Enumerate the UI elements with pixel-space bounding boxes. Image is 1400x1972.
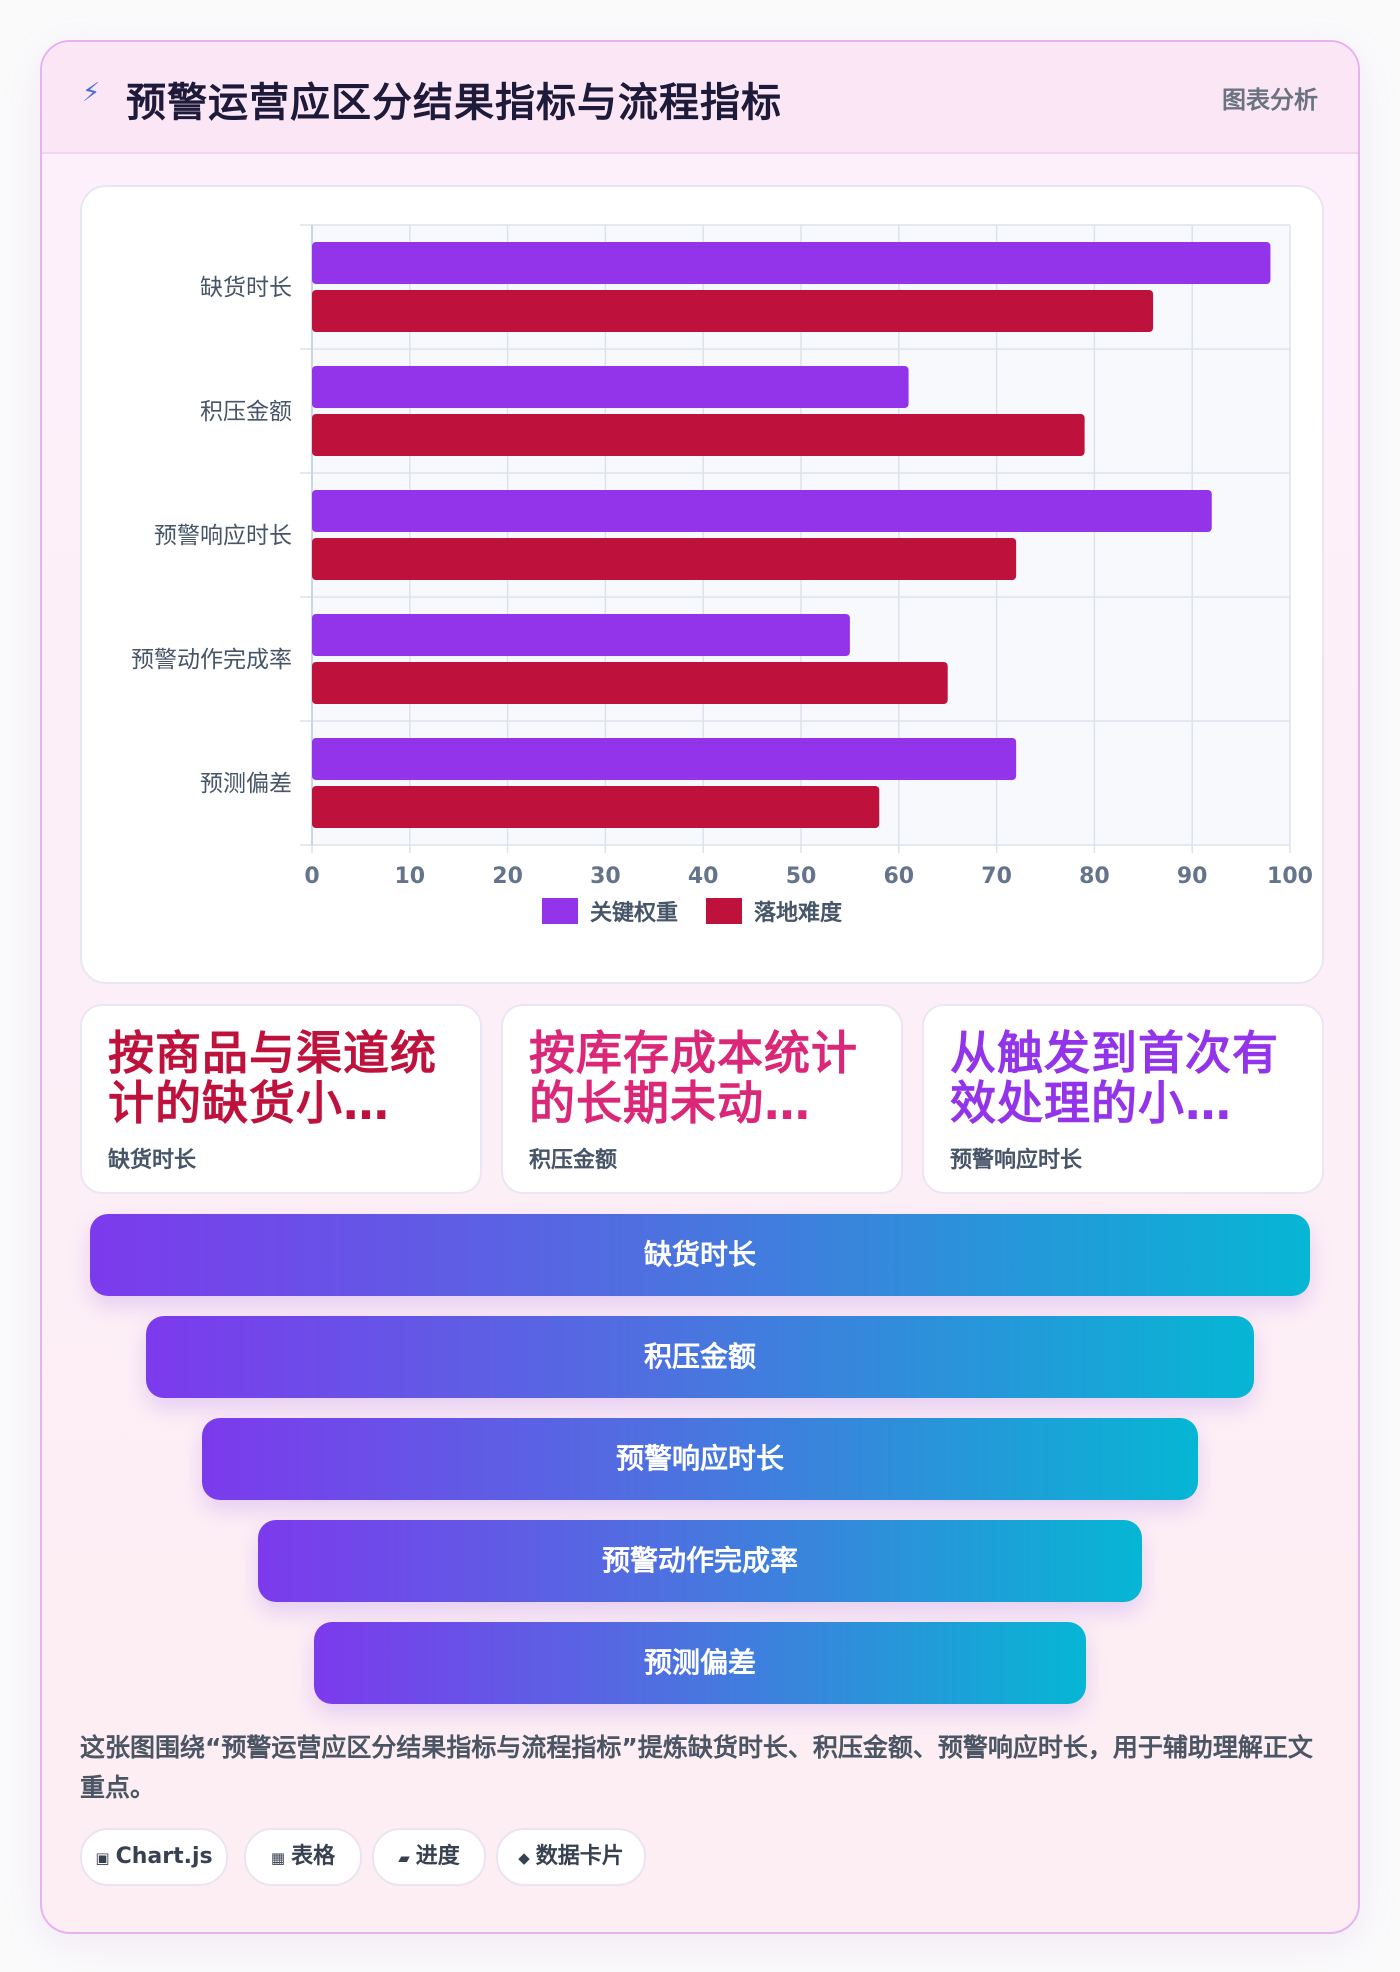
x-tick-label: 50 — [786, 864, 817, 889]
funnel-step: 预警动作完成率 — [258, 1520, 1142, 1602]
bar — [312, 366, 909, 408]
chip-chartjs[interactable]: ▣ Chart.js — [80, 1828, 228, 1886]
x-tick-label: 100 — [1267, 864, 1313, 889]
kpi-card: 按库存成本统计的长期未动… 积压金额 — [501, 1004, 903, 1194]
page-title: 预警运营应区分结果指标与流程指标 — [126, 80, 782, 126]
legend-label: 关键权重 — [590, 900, 678, 926]
chip-label: 进度 — [415, 1844, 460, 1869]
chart-icon: ▣ — [95, 1849, 110, 1867]
y-tick-label: 预测偏差 — [200, 771, 292, 797]
y-tick-label: 预警响应时长 — [154, 523, 292, 549]
x-tick-label: 30 — [590, 864, 621, 889]
chip-label: 表格 — [291, 1844, 336, 1869]
kpi-value: 从触发到首次有效处理的小… — [950, 1026, 1279, 1130]
progress-icon: ▰ — [398, 1849, 410, 1867]
funnel-step: 预警响应时长 — [202, 1418, 1198, 1500]
kpi-label: 积压金额 — [529, 1148, 618, 1173]
x-tick-label: 60 — [883, 864, 914, 889]
bar — [312, 290, 1154, 332]
legend-label: 落地难度 — [754, 900, 843, 926]
chart-description: 这张图围绕“预警运营应区分结果指标与流程指标”提炼缺货时长、积压金额、预警响应时… — [80, 1733, 1313, 1802]
y-tick-label: 缺货时长 — [200, 275, 292, 301]
x-tick-label: 70 — [981, 864, 1012, 889]
funnel-step: 缺货时长 — [90, 1214, 1310, 1296]
y-tick-label: 预警动作完成率 — [131, 647, 292, 673]
table-icon: ▦ — [270, 1849, 286, 1867]
chip-table[interactable]: ▦ 表格 — [244, 1828, 362, 1886]
funnel-step: 预测偏差 — [314, 1622, 1086, 1704]
bar — [312, 242, 1271, 284]
bar — [312, 662, 948, 704]
bar — [312, 538, 1017, 580]
y-tick-label: 积压金额 — [200, 399, 292, 425]
chip-label: 数据卡片 — [535, 1844, 624, 1869]
kpi-label: 缺货时长 — [108, 1148, 197, 1173]
bar — [312, 414, 1085, 456]
funnel-step: 积压金额 — [146, 1316, 1254, 1398]
chart-card: ⚡ 预警运营应区分结果指标与流程指标 图表分析 0 10 20 30 40 50 60 70 8… — [40, 40, 1360, 1934]
kpi-card: 从触发到首次有效处理的小… 预警响应时长 — [922, 1004, 1324, 1194]
chip-data-card[interactable]: ◆ 数据卡片 — [496, 1828, 646, 1886]
bar — [312, 786, 880, 828]
bar-chart-panel: 0 10 20 30 40 50 60 70 80 90 100 缺货时长积压金额预警响应时长预警动作… — [80, 185, 1324, 984]
legend-swatch — [706, 898, 742, 924]
bar — [312, 738, 1017, 780]
bar-chart: 0 10 20 30 40 50 60 70 80 90 100 缺货时长积压金额预警响应时长预警动作… — [131, 224, 1313, 926]
chip-progress[interactable]: ▰ 进度 — [372, 1828, 486, 1886]
x-tick-label: 40 — [688, 864, 719, 889]
x-tick-label: 10 — [394, 864, 425, 889]
bar — [312, 614, 850, 656]
x-tick-label: 90 — [1177, 864, 1208, 889]
kpi-label: 预警响应时长 — [950, 1148, 1083, 1173]
chart-analysis-tag: 图表分析 — [1222, 86, 1318, 114]
kpi-card: 按商品与渠道统计的缺货小… 缺货时长 — [80, 1004, 482, 1194]
bar — [312, 490, 1212, 532]
lightning-icon: ⚡ — [82, 78, 101, 108]
kpi-value: 按商品与渠道统计的缺货小… — [108, 1026, 437, 1130]
x-tick-label: 80 — [1079, 864, 1110, 889]
card-header: ⚡ 预警运营应区分结果指标与流程指标 图表分析 — [42, 42, 1358, 154]
diamond-icon: ◆ — [518, 1849, 530, 1867]
chip-label: Chart.js — [115, 1844, 213, 1869]
kpi-value: 按库存成本统计的长期未动… — [529, 1026, 858, 1130]
x-tick-label: 0 — [304, 864, 319, 889]
legend-swatch — [542, 898, 578, 924]
x-tick-label: 20 — [492, 864, 523, 889]
kpi-cards: 按商品与渠道统计的缺货小… 缺货时长 按库存成本统计的长期未动… 积压金额 从触… — [80, 1004, 1324, 1194]
